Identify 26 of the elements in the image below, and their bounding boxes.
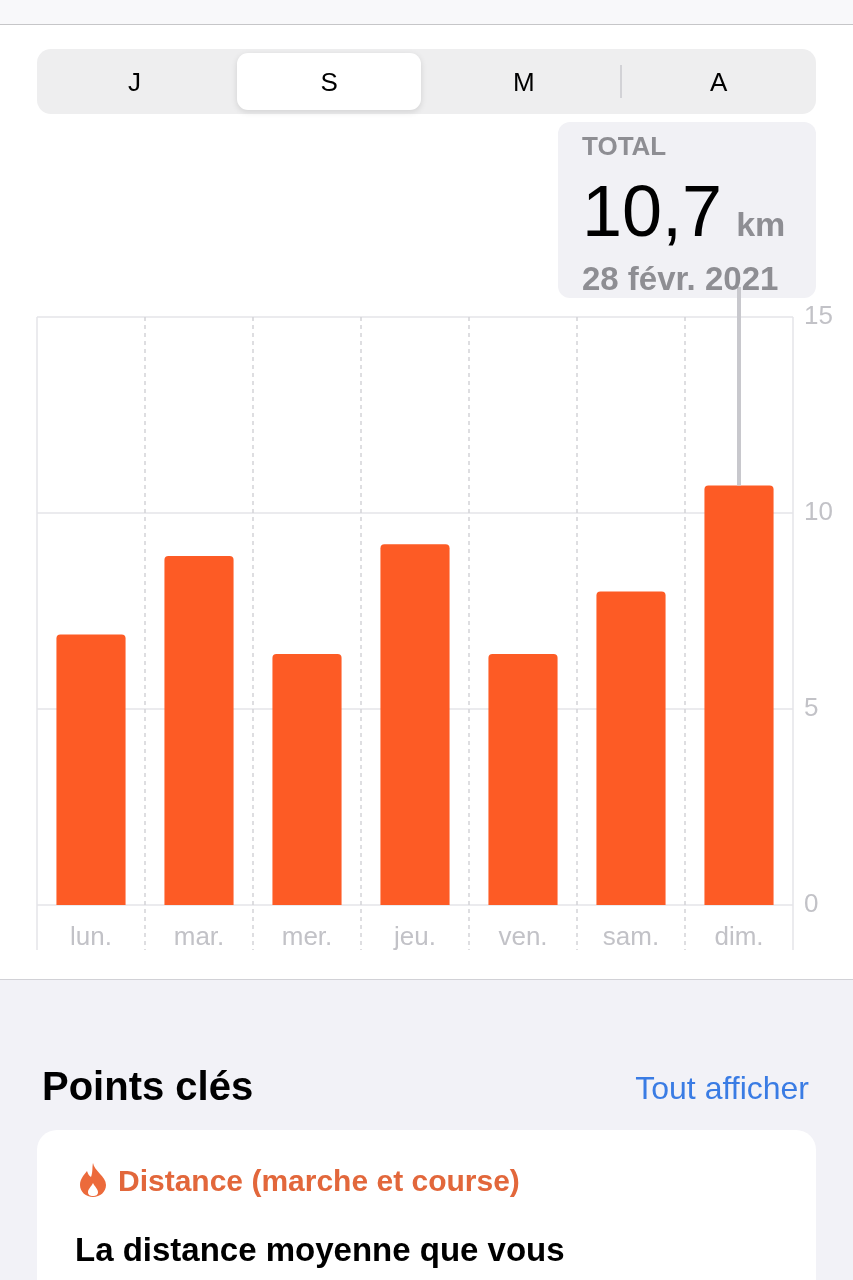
bar — [380, 544, 450, 905]
text: Points clés — [42, 1063, 254, 1109]
x-tick-label: mar. — [173, 920, 225, 951]
text: 10,7 km — [582, 171, 786, 251]
annotation: 28 févr. 2021 — [582, 260, 779, 297]
y-tick-label: 5 — [804, 692, 819, 723]
y-tick-label: 0 — [804, 888, 819, 919]
bar — [596, 591, 666, 905]
x-tick-label: lun. — [70, 920, 112, 951]
text: Tout afficher — [635, 1069, 809, 1107]
bar — [164, 556, 234, 905]
bar — [56, 634, 126, 905]
bar — [704, 485, 774, 905]
y-tick-label: 15 — [804, 300, 833, 331]
bar — [488, 654, 558, 905]
bar — [272, 654, 342, 905]
x-tick-label: ven. — [498, 920, 548, 951]
x-tick-label: dim. — [714, 920, 764, 951]
text: Distance (marche et course) — [118, 1163, 520, 1199]
text: TOTAL — [582, 131, 667, 161]
x-tick-label: mer. — [281, 920, 333, 951]
text: La distance moyenne que vous — [75, 1230, 565, 1270]
x-tick-label: jeu. — [393, 920, 436, 951]
segmented-control: J S M A — [37, 49, 816, 114]
x-tick-label: sam. — [602, 920, 660, 951]
y-tick-label: 10 — [804, 496, 833, 527]
